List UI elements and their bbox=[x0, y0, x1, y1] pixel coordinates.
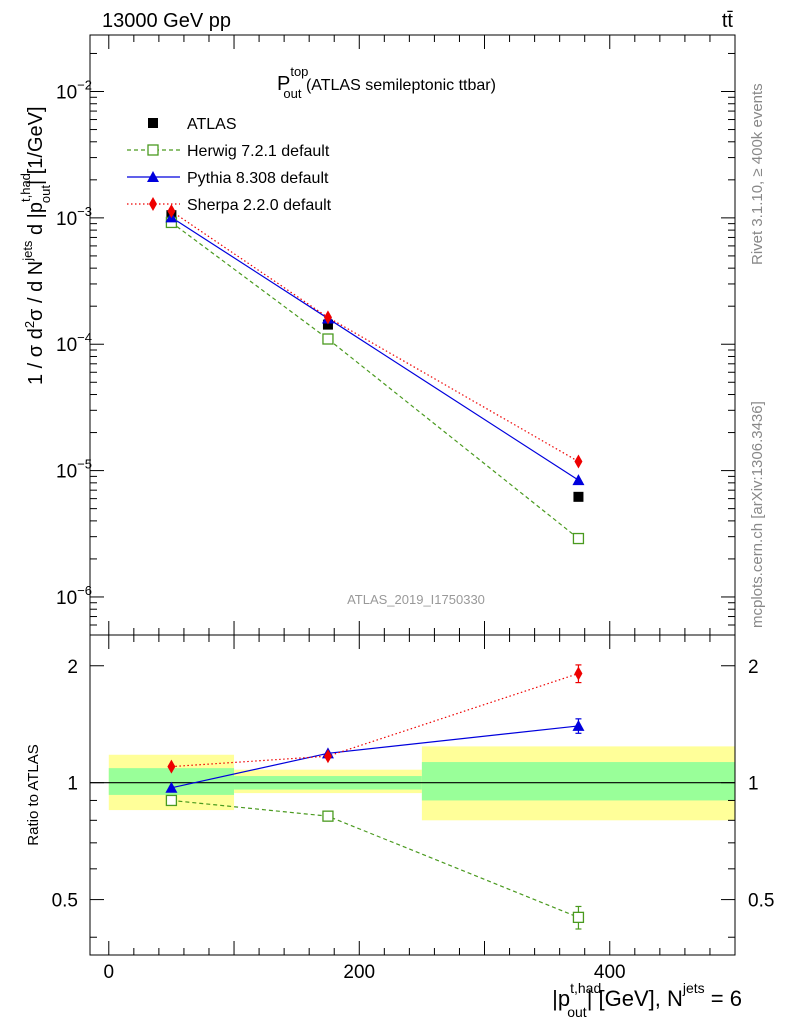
point-atlas bbox=[573, 491, 584, 502]
legend-marker-herwig bbox=[147, 144, 159, 156]
title-sup: top bbox=[290, 64, 308, 79]
ratio-y-tick-label-right: 0.5 bbox=[748, 891, 774, 912]
ratio-y-tick-label: 1 bbox=[67, 774, 78, 795]
x-tick-label: 0 bbox=[103, 962, 114, 983]
point-sherpa bbox=[574, 454, 583, 469]
point-sherpa bbox=[323, 310, 332, 325]
ratio-panel: 0.5 0.5 1 1 2 2 0 200 400 Ratio to ATLAS |pt,had… bbox=[25, 634, 774, 1020]
legend-marker-sherpa bbox=[149, 197, 157, 211]
ratio-bands bbox=[90, 746, 735, 821]
series-line-herwig bbox=[171, 221, 579, 539]
ratio-point-herwig bbox=[165, 794, 178, 807]
ratio-point-sherpa bbox=[323, 749, 332, 764]
ratio-y-tick-label-right: 2 bbox=[748, 657, 759, 678]
header-right: tt̄ bbox=[722, 10, 734, 32]
main-ylabel: 1 / σ d2σ / d Njets d |pt,had out| [1/GeV… bbox=[18, 106, 53, 385]
ratio-ticks: 0.5 0.5 1 1 2 2 0 200 400 bbox=[52, 635, 774, 983]
legend-label-sherpa: Sherpa 2.2.0 default bbox=[187, 197, 332, 214]
y-tick-label: 10−3 bbox=[56, 204, 92, 230]
main-ticks: 10−2 10−3 10−4 10−5 10−6 bbox=[56, 35, 736, 636]
legend-label-pythia: Pythia 8.308 default bbox=[187, 170, 329, 187]
legend-item-atlas: ATLAS bbox=[148, 116, 237, 133]
main-series bbox=[165, 204, 585, 545]
band-green bbox=[421, 762, 735, 801]
main-title: Ptop out (ATLAS semileptonic ttbar) bbox=[277, 64, 496, 101]
title-rest: (ATLAS semileptonic ttbar) bbox=[302, 77, 496, 94]
header-left: 13000 GeV pp bbox=[102, 10, 231, 32]
ratio-point-sherpa bbox=[167, 759, 176, 774]
legend-item-sherpa: Sherpa 2.2.0 default bbox=[127, 197, 332, 214]
title-sub: out bbox=[283, 86, 301, 101]
xlabel-sub: out bbox=[567, 1004, 587, 1020]
ratio-series bbox=[165, 664, 585, 930]
legend-marker-atlas bbox=[148, 118, 158, 128]
series-line-sherpa bbox=[171, 210, 579, 463]
legend-marker-pythia bbox=[147, 171, 159, 182]
ratio-point-pythia bbox=[165, 781, 178, 793]
title-base: P bbox=[277, 73, 290, 95]
x-tick-label: 400 bbox=[594, 962, 626, 983]
xlabel-tail: = 6 bbox=[705, 986, 742, 1011]
ratio-frame bbox=[89, 634, 736, 956]
ratio-point-herwig bbox=[572, 911, 585, 924]
legend: ATLAS Herwig 7.2.1 default Pythia 8.308 … bbox=[127, 116, 332, 214]
xlabel-sup: t,had bbox=[570, 980, 601, 996]
legend-label-atlas: ATLAS bbox=[187, 116, 237, 133]
point-atlas bbox=[322, 319, 333, 330]
x-tick-label: 200 bbox=[343, 962, 375, 983]
legend-item-pythia: Pythia 8.308 default bbox=[127, 170, 329, 187]
rivet-label: Rivet 3.1.10, ≥ 400k events bbox=[749, 83, 766, 265]
y-tick-label: 10−2 bbox=[56, 78, 92, 104]
ratio-point-pythia bbox=[572, 719, 585, 731]
y-tick-label: 10−5 bbox=[56, 457, 92, 483]
source-label: mcplots.cern.ch [arXiv:1306.3436] bbox=[749, 401, 766, 628]
y-tick-label: 10−6 bbox=[56, 583, 92, 609]
ratio-y-tick-label-right: 1 bbox=[748, 774, 759, 795]
ratio-y-tick-label: 2 bbox=[67, 657, 78, 678]
ratio-point-herwig bbox=[322, 810, 334, 822]
xlabel-rest: | [GeV], N bbox=[587, 986, 683, 1011]
ratio-y-tick-label: 0.5 bbox=[52, 891, 78, 912]
legend-label-herwig: Herwig 7.2.1 default bbox=[187, 143, 330, 160]
ratio-ylabel: Ratio to ATLAS bbox=[25, 744, 42, 845]
point-sherpa bbox=[167, 204, 176, 219]
main-panel: 10−2 10−3 10−4 10−5 10−6 Ptop out (ATLAS semi… bbox=[18, 34, 736, 636]
ratio-xlabel: |pt,had out| [GeV], Njets = 6 bbox=[552, 980, 742, 1020]
point-herwig bbox=[572, 532, 585, 545]
y-tick-label: 10−4 bbox=[56, 330, 92, 356]
point-herwig bbox=[322, 333, 334, 345]
series-line-pythia bbox=[171, 216, 579, 481]
legend-item-herwig: Herwig 7.2.1 default bbox=[127, 143, 330, 160]
xlabel-sup2: jets bbox=[682, 980, 705, 996]
analysis-label: ATLAS_2019_I1750330 bbox=[347, 592, 485, 607]
ratio-point-sherpa bbox=[574, 666, 583, 681]
xlabel-base: |p bbox=[552, 986, 570, 1011]
point-pythia bbox=[572, 474, 585, 486]
